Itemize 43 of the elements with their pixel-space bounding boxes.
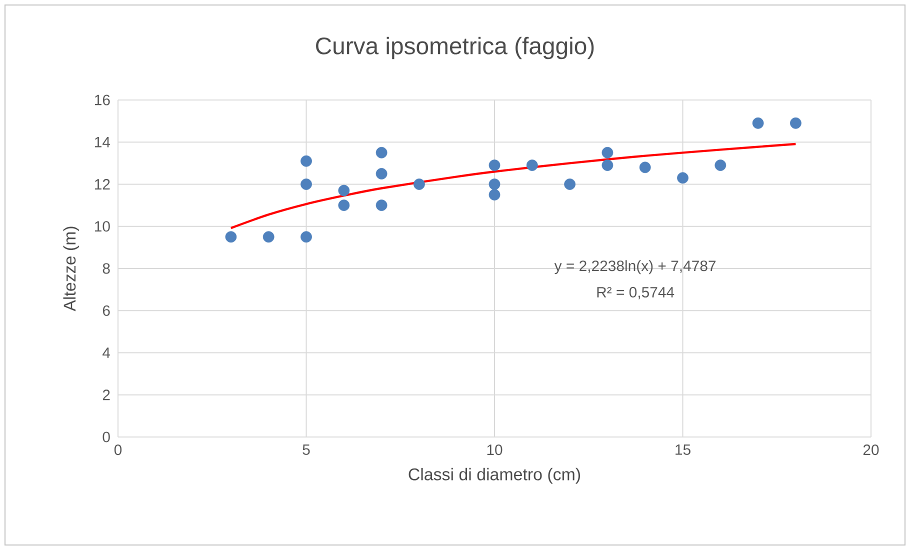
line-series xyxy=(230,142,797,230)
point xyxy=(414,178,425,190)
point xyxy=(714,160,726,171)
x-tick-label: 15 xyxy=(676,444,690,455)
point xyxy=(602,146,614,158)
annotation: R² = 0,5744 xyxy=(597,286,674,300)
point xyxy=(752,117,764,129)
annotation: y = 2,2238ln(x) + 7,4787 xyxy=(554,260,716,274)
y-tick-label: 10 xyxy=(95,221,110,232)
y-tick-label: 12 xyxy=(95,179,110,190)
point xyxy=(639,162,651,174)
x-tick-label: 0 xyxy=(114,444,122,456)
point xyxy=(488,178,500,190)
point xyxy=(338,200,350,211)
point xyxy=(526,160,538,171)
point xyxy=(564,178,576,190)
x-axis-title: Classi di diametro (cm) xyxy=(408,468,580,484)
point xyxy=(677,172,688,184)
point xyxy=(338,184,350,196)
point xyxy=(488,160,500,171)
point xyxy=(262,231,274,243)
x-tick-label: 10 xyxy=(487,444,502,456)
point xyxy=(602,160,614,171)
point xyxy=(225,231,237,243)
point xyxy=(790,117,802,129)
point xyxy=(488,189,500,200)
point xyxy=(376,168,388,180)
y-tick-label: 0 xyxy=(102,432,110,442)
y-tick-label: 14 xyxy=(95,136,110,148)
point xyxy=(376,200,388,211)
point xyxy=(300,231,312,243)
x-tick-label: 20 xyxy=(863,444,879,456)
point xyxy=(300,155,312,167)
y-tick-label: 6 xyxy=(102,305,110,316)
y-tick-label: 4 xyxy=(102,348,110,358)
point xyxy=(300,178,312,190)
point xyxy=(376,146,388,158)
chart-title: Curva ipsometrica (faggio) xyxy=(316,36,594,60)
x-tick-label: 5 xyxy=(302,444,310,455)
y-tick-label: 8 xyxy=(102,263,110,274)
y-tick-label: 2 xyxy=(102,390,110,400)
y-axis-title: Altezze (m) xyxy=(63,226,80,312)
y-tick-label: 16 xyxy=(95,94,110,106)
